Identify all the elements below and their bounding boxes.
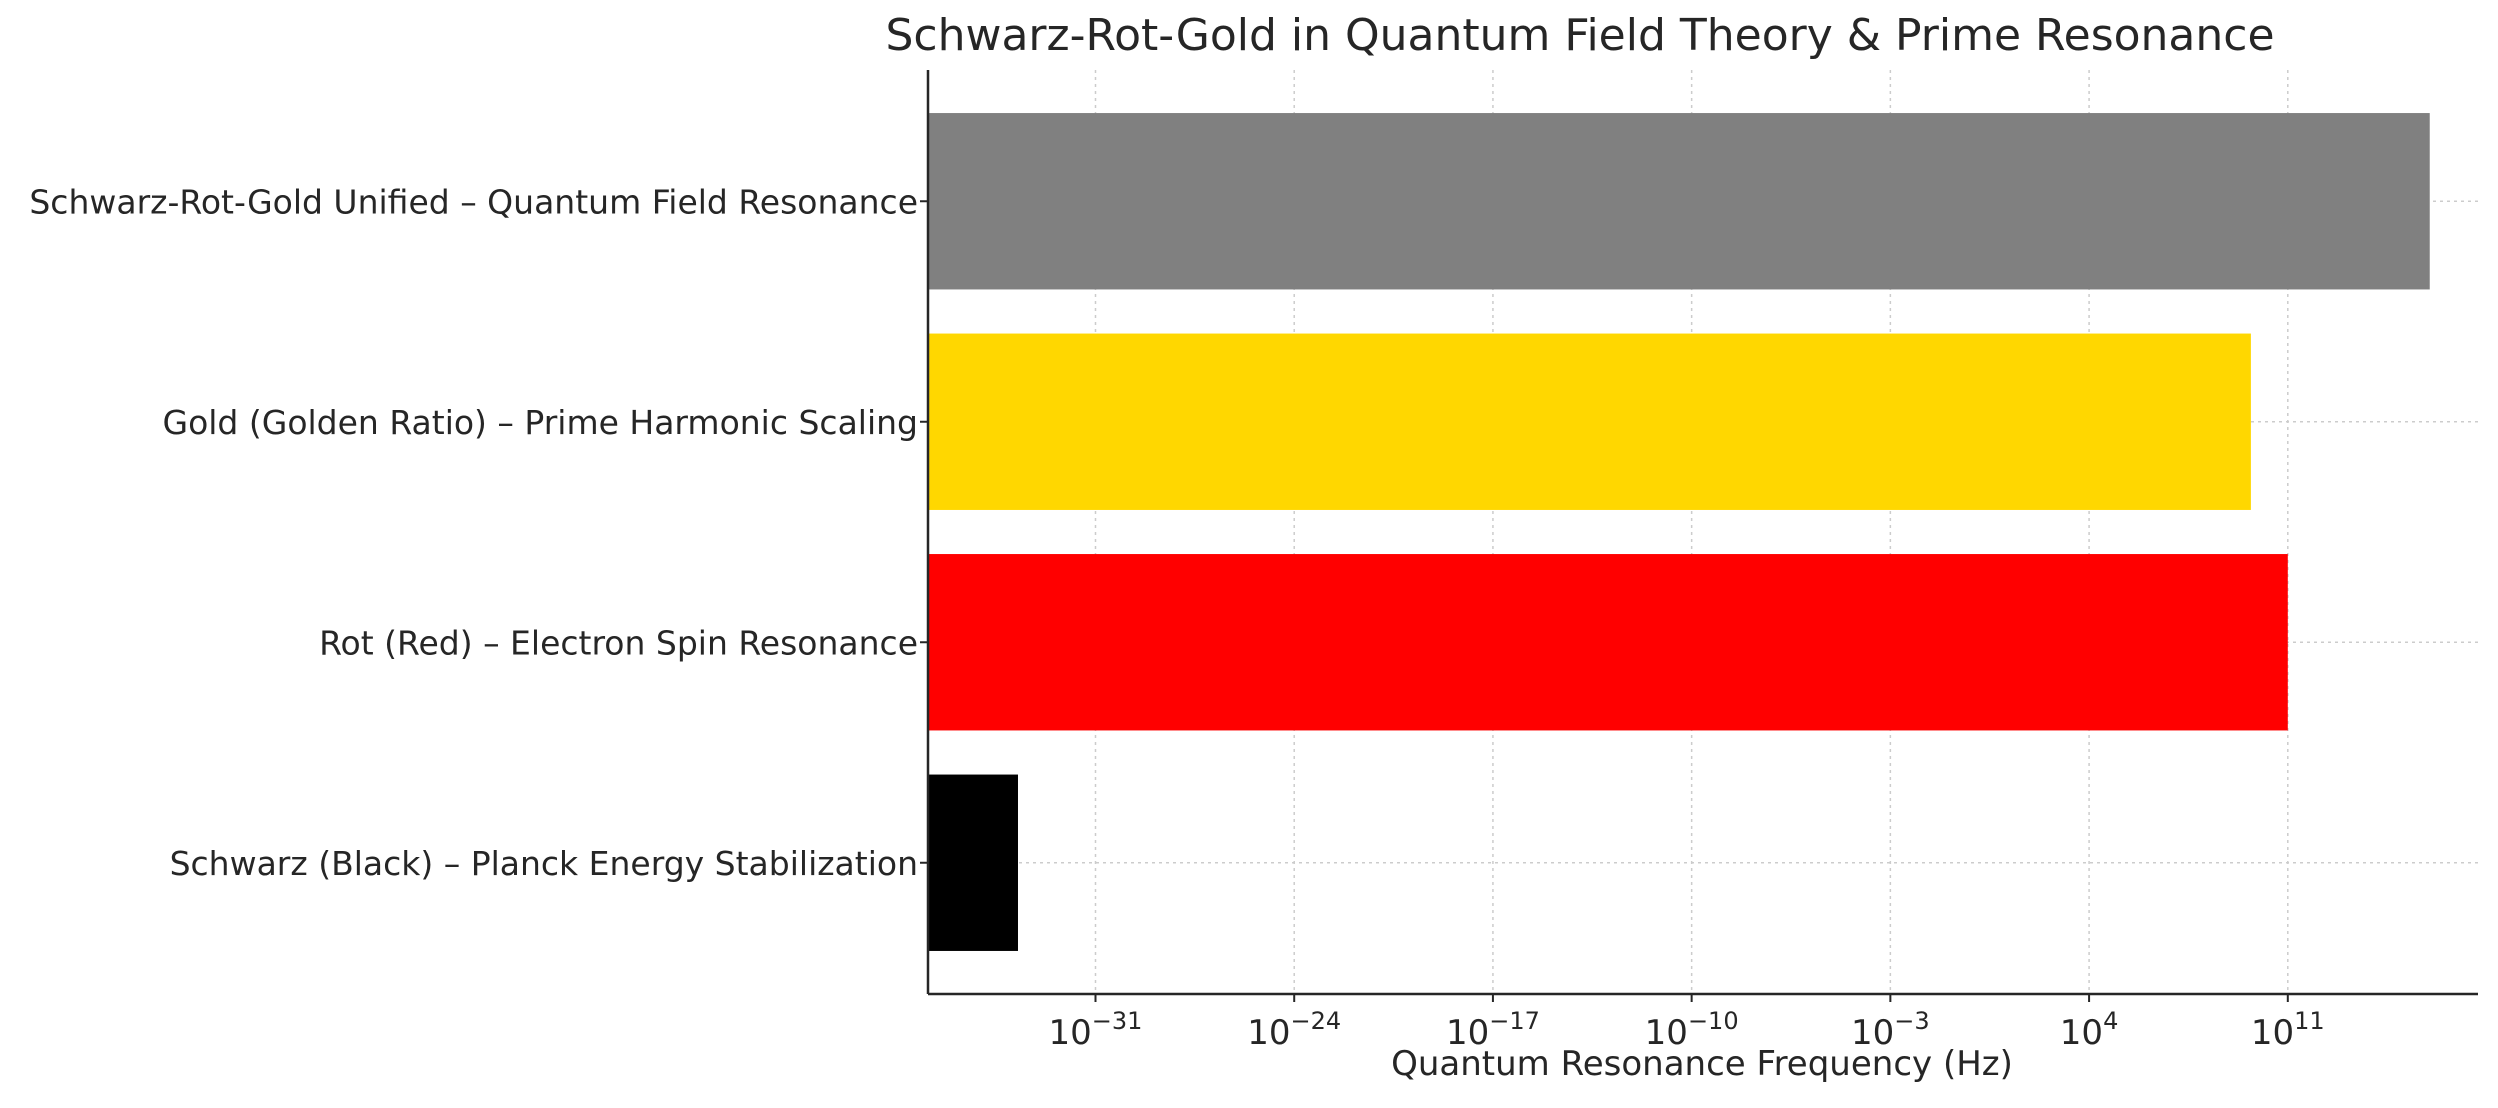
x-tick-exponent: 4 xyxy=(2103,1007,2118,1035)
x-tick-base: 10 xyxy=(1049,1013,1092,1053)
axes xyxy=(920,70,2478,1002)
bar xyxy=(928,774,1018,951)
y-tick-labels: Schwarz (Black) – Planck Energy Stabiliz… xyxy=(29,182,918,883)
x-tick-exponent: −17 xyxy=(1489,1007,1540,1035)
bar xyxy=(928,113,2430,290)
y-tick-label: Schwarz (Black) – Planck Energy Stabiliz… xyxy=(170,844,918,883)
x-tick-exponent: 11 xyxy=(2294,1007,2325,1035)
x-tick-exponent: −24 xyxy=(1291,1007,1342,1035)
x-tick-label: 10−17 xyxy=(1446,1007,1540,1053)
x-tick-base: 10 xyxy=(1645,1013,1688,1053)
bars xyxy=(928,113,2430,951)
x-tick-base: 10 xyxy=(2251,1013,2294,1053)
x-tick-labels: 10−31 10−24 10−17 10−10 10−3 104 1011 xyxy=(1049,1007,2325,1053)
y-tick-label: Schwarz-Rot-Gold Unified – Quantum Field… xyxy=(29,182,918,221)
y-tick-label: Gold (Golden Ratio) – Prime Harmonic Sca… xyxy=(163,403,919,442)
x-tick-base: 10 xyxy=(1446,1013,1489,1053)
x-tick-label: 10−3 xyxy=(1851,1007,1930,1053)
bar xyxy=(928,333,2251,510)
x-tick-exponent: −10 xyxy=(1688,1007,1739,1035)
x-tick-label: 1011 xyxy=(2251,1007,2325,1053)
x-tick-exponent: −3 xyxy=(1894,1007,1929,1035)
x-axis-label: Quantum Resonance Frequency (Hz) xyxy=(1391,1044,2013,1084)
x-tick-base: 10 xyxy=(1247,1013,1290,1053)
chart-title: Schwarz-Rot-Gold in Quantum Field Theory… xyxy=(885,10,2274,61)
x-tick-exponent: −31 xyxy=(1092,1007,1143,1035)
x-tick-label: 10−10 xyxy=(1645,1007,1739,1053)
bar xyxy=(928,554,2288,731)
x-tick-label: 10−24 xyxy=(1247,1007,1341,1053)
x-tick-base: 10 xyxy=(1851,1013,1894,1053)
y-tick-label: Rot (Red) – Electron Spin Resonance xyxy=(319,623,918,662)
x-tick-label: 104 xyxy=(2060,1007,2119,1053)
x-tick-base: 10 xyxy=(2060,1013,2103,1053)
x-tick-label: 10−31 xyxy=(1049,1007,1143,1053)
